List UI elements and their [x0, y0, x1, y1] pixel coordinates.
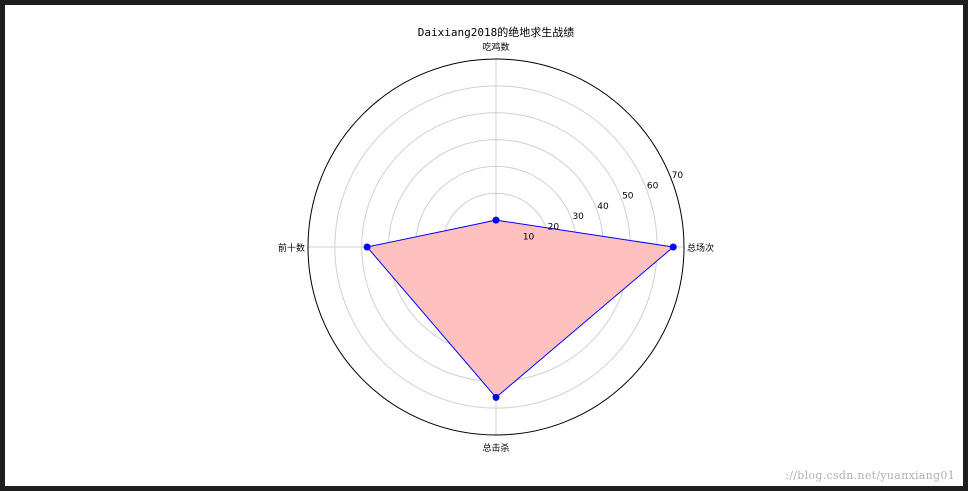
tick-label-70: 70	[672, 171, 684, 181]
radial-tick-labels: 10 20 30 40 50 60 70	[523, 171, 684, 243]
tick-label-30: 30	[572, 212, 584, 222]
category-label-0: 总场次	[687, 242, 714, 254]
data-point-1	[492, 216, 500, 224]
category-label-1: 吃鸡数	[482, 41, 509, 53]
watermark-text: ://blog.csdn.net/yuanxiang01	[785, 469, 955, 482]
data-point-0	[669, 243, 677, 251]
tick-label-20: 20	[548, 222, 560, 232]
chart-title: Daixiang2018的绝地求生战绩	[418, 25, 574, 39]
polar-frame	[307, 58, 685, 436]
data-point-3	[492, 393, 500, 401]
series-layer	[363, 216, 677, 401]
category-label-2: 前十数	[278, 242, 305, 254]
tick-label-10: 10	[523, 233, 535, 243]
tick-label-50: 50	[622, 192, 634, 202]
tick-label-40: 40	[597, 202, 609, 212]
category-label-3: 总击杀	[482, 442, 509, 454]
figure-canvas: Daixiang2018的绝地求生战绩 10 20 30 40 50 60 70 总场次 吃鸡…	[5, 5, 963, 486]
tick-label-60: 60	[647, 181, 659, 191]
series-area	[367, 220, 674, 398]
radar-chart: Daixiang2018的绝地求生战绩 10 20 30 40 50 60 70 总场次 吃鸡…	[278, 25, 714, 454]
data-point-2	[363, 243, 371, 251]
